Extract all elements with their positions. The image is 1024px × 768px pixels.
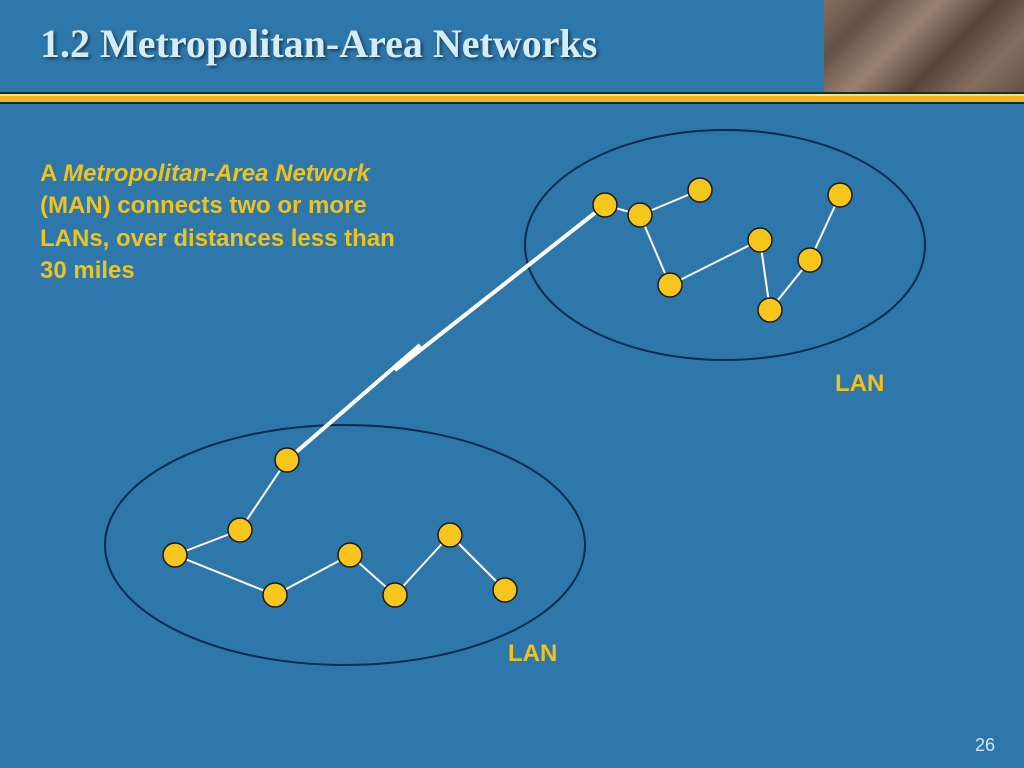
lan-0-node-a3 [688, 178, 712, 202]
lan-1-node-b1 [163, 543, 187, 567]
lan-0-node-a7 [798, 248, 822, 272]
slide: 1.2 Metropolitan-Area Networks A Metropo… [0, 0, 1024, 768]
lan-1-edge-2 [175, 555, 275, 595]
man-connector [287, 205, 605, 460]
lan-1-node-b3 [275, 448, 299, 472]
lan-ellipse-0 [525, 130, 925, 360]
lan-1-node-b4 [263, 583, 287, 607]
lan-1-node-b2 [228, 518, 252, 542]
lan-0-node-a5 [748, 228, 772, 252]
lan-0-node-a6 [758, 298, 782, 322]
lan-label-0: LAN [835, 370, 884, 398]
lan-0-node-a2 [628, 203, 652, 227]
lan-1-node-b5 [338, 543, 362, 567]
lan-1-node-b7 [438, 523, 462, 547]
lan-label-1: LAN [508, 640, 557, 668]
lan-0-edge-3 [670, 240, 760, 285]
page-number: 26 [975, 735, 995, 756]
lan-0-node-a4 [658, 273, 682, 297]
lan-0-node-a8 [828, 183, 852, 207]
lan-0-node-a1 [593, 193, 617, 217]
lan-1-node-b8 [493, 578, 517, 602]
lan-1-node-b6 [383, 583, 407, 607]
